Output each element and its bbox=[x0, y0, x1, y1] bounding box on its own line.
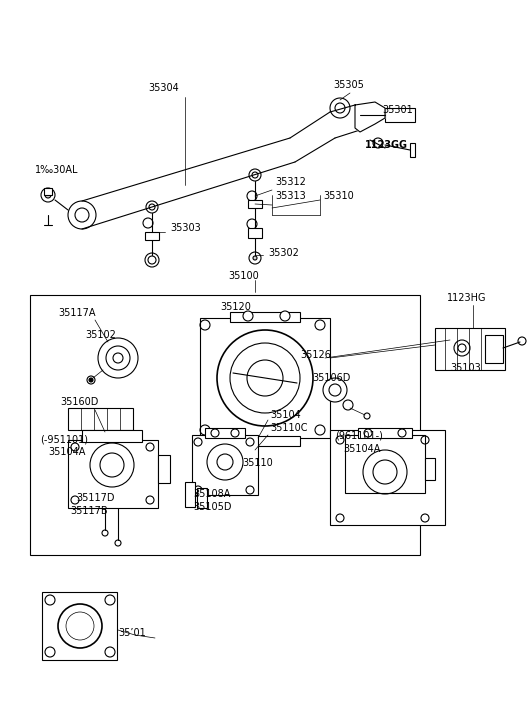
Bar bbox=[192, 435, 258, 495]
Bar bbox=[410, 143, 415, 157]
Text: 1123HG: 1123HG bbox=[447, 293, 486, 303]
Circle shape bbox=[343, 400, 353, 410]
Bar bbox=[330, 430, 445, 525]
Text: 35312: 35312 bbox=[275, 177, 306, 187]
Text: 35104A: 35104A bbox=[343, 444, 380, 454]
Text: 35117B: 35117B bbox=[70, 506, 108, 516]
Text: 1123GG: 1123GG bbox=[365, 140, 408, 150]
Text: 35108A: 35108A bbox=[193, 489, 230, 499]
Circle shape bbox=[41, 188, 55, 202]
Circle shape bbox=[89, 378, 93, 382]
Circle shape bbox=[68, 201, 96, 229]
Circle shape bbox=[90, 443, 134, 487]
Bar bbox=[68, 408, 133, 430]
Text: 35313: 35313 bbox=[275, 191, 306, 201]
Circle shape bbox=[247, 191, 257, 201]
Circle shape bbox=[330, 98, 350, 118]
Bar bbox=[205, 428, 245, 438]
Text: 35302: 35302 bbox=[268, 248, 299, 258]
Text: 35117A: 35117A bbox=[58, 308, 96, 318]
Circle shape bbox=[98, 338, 138, 378]
Text: 35’01: 35’01 bbox=[118, 628, 145, 638]
Text: 35120: 35120 bbox=[220, 302, 251, 312]
Bar bbox=[358, 428, 412, 438]
Circle shape bbox=[253, 256, 257, 260]
Text: 35103: 35103 bbox=[450, 363, 481, 373]
Circle shape bbox=[249, 252, 261, 264]
Text: 35117D: 35117D bbox=[76, 493, 115, 503]
Text: (961101-): (961101-) bbox=[335, 430, 383, 440]
Text: 35105D: 35105D bbox=[193, 502, 232, 512]
Text: 35301: 35301 bbox=[382, 105, 413, 115]
Bar bbox=[248, 200, 262, 208]
Circle shape bbox=[58, 604, 102, 648]
Bar bbox=[425, 458, 435, 480]
Polygon shape bbox=[355, 102, 385, 132]
Text: 35102: 35102 bbox=[85, 330, 116, 340]
Circle shape bbox=[323, 378, 347, 402]
Circle shape bbox=[247, 219, 257, 229]
Text: 35110C: 35110C bbox=[270, 423, 307, 433]
Bar bbox=[197, 488, 207, 508]
Circle shape bbox=[45, 192, 51, 198]
Bar bbox=[158, 455, 170, 483]
Text: 35106D: 35106D bbox=[312, 373, 350, 383]
Text: 35304: 35304 bbox=[148, 83, 179, 93]
Bar bbox=[185, 482, 195, 507]
Text: 35303: 35303 bbox=[170, 223, 201, 233]
Text: (-951101): (-951101) bbox=[40, 434, 88, 444]
Text: 35104: 35104 bbox=[270, 410, 301, 420]
Text: 1‰30AL: 1‰30AL bbox=[35, 165, 79, 175]
Bar bbox=[230, 312, 300, 322]
Bar bbox=[385, 108, 415, 122]
Bar bbox=[145, 232, 159, 240]
Bar bbox=[248, 228, 262, 238]
Text: 35100: 35100 bbox=[228, 271, 259, 281]
Bar bbox=[485, 335, 503, 363]
Circle shape bbox=[143, 218, 153, 228]
Circle shape bbox=[454, 340, 470, 356]
Text: 35305: 35305 bbox=[333, 80, 364, 90]
Circle shape bbox=[363, 450, 407, 494]
Text: 35310: 35310 bbox=[323, 191, 354, 201]
Bar bbox=[345, 435, 425, 493]
Bar bbox=[44, 188, 52, 195]
Bar bbox=[82, 430, 142, 442]
Circle shape bbox=[280, 311, 290, 321]
Bar bbox=[200, 318, 330, 438]
Bar bbox=[68, 440, 158, 508]
Circle shape bbox=[207, 444, 243, 480]
Text: 35104A: 35104A bbox=[48, 447, 85, 457]
Bar bbox=[435, 328, 505, 370]
Circle shape bbox=[145, 253, 159, 267]
Text: 35160D: 35160D bbox=[60, 397, 98, 407]
Text: 35126: 35126 bbox=[300, 350, 331, 360]
Bar bbox=[42, 592, 117, 660]
Bar bbox=[30, 295, 420, 555]
Circle shape bbox=[217, 330, 313, 426]
Circle shape bbox=[243, 311, 253, 321]
Text: 35110: 35110 bbox=[242, 458, 273, 468]
Bar bbox=[230, 436, 300, 446]
